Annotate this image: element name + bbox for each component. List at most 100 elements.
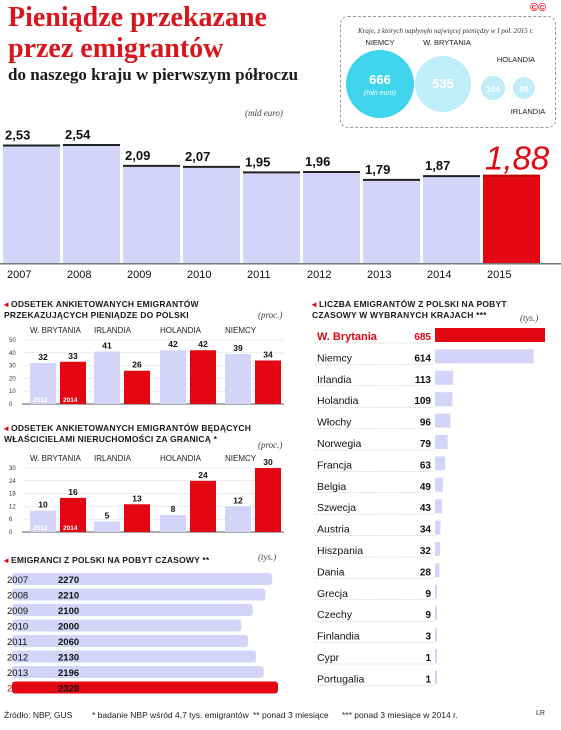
main-value-2013: 1,79	[365, 162, 390, 177]
c4-bar-2009	[12, 604, 253, 616]
main-bar-2008	[63, 145, 120, 263]
bubble-label-0: NIEMCY	[365, 38, 394, 47]
main-bar-2015	[483, 175, 540, 263]
c5-bar-14	[435, 627, 437, 642]
footer-note2: ** ponad 3 miesiące	[253, 710, 329, 720]
c4-val-2007: 2270	[58, 575, 79, 586]
chart5-title: ◂ Liczba emigrantów z Polski na pobyt cz…	[312, 299, 552, 321]
c2-ytick-20: 20	[9, 376, 16, 382]
c5-country-9: Austria	[317, 524, 350, 536]
main-year-2008: 2008	[67, 269, 91, 281]
chart4-unit: (tys.)	[258, 552, 277, 562]
c3-val-2-2014: 24	[198, 470, 208, 480]
c2-val-1-2012: 41	[102, 341, 112, 351]
main-value-2014: 1,87	[425, 158, 450, 173]
bubble-label-2: HOLANDIA	[497, 55, 535, 64]
main-year-2014: 2014	[427, 269, 451, 281]
c4-bar-2012	[12, 650, 257, 663]
c5-val-15: 1	[425, 653, 431, 664]
c5-val-14: 3	[425, 632, 431, 643]
chart5-title-line2: czasowy w wybranych krajach ***	[312, 310, 487, 320]
c2-bar-3-2014	[255, 360, 281, 404]
chart4-title-text: Emigranci z Polski na pobyt czasowy **	[11, 555, 210, 565]
chart5-title-line1: Liczba emigrantów z Polski na pobyt	[319, 299, 507, 309]
c4-year-2009: 2009	[7, 606, 28, 617]
footer-note3: *** ponad 3 miesiące w 2014 r.	[342, 710, 458, 720]
page-subtitle: do naszego kraju w pierwszym półroczu	[8, 65, 299, 84]
c3-cat-1: IRLANDIA	[94, 454, 132, 463]
c4-year-2010: 2010	[7, 622, 28, 633]
c5-bar-12	[435, 584, 437, 599]
c2-val-2-2014: 42	[198, 339, 208, 349]
c2-cat-3: NIEMCY	[225, 326, 257, 335]
c3-ytick-30: 30	[9, 466, 16, 472]
c4-val-2008: 2210	[58, 591, 79, 602]
c2-bar-1-2014	[124, 370, 150, 404]
c2-ytick-0: 0	[9, 402, 13, 408]
chart2-grouped-bars: 0 10 20 30 40 50 W. BRYTANIA 32 2012 33 2014 IRLAND…	[9, 326, 284, 408]
c3-cat-0: W. BRYTANIA	[30, 454, 81, 463]
c3-bar-2-2014	[190, 480, 216, 532]
main-year-2013: 2013	[367, 269, 391, 281]
c5-country-15: Cypr	[317, 652, 340, 664]
c3-ytick-6: 6	[9, 517, 13, 523]
c3-ytick-0: 0	[9, 530, 13, 536]
c5-val-1: 614	[414, 353, 431, 364]
c5-bar-7	[435, 477, 443, 492]
c2-ytick-50: 50	[9, 338, 16, 344]
c5-country-10: Hiszpania	[317, 545, 363, 557]
c5-bar-5	[435, 435, 448, 449]
c5-bar-4	[435, 413, 451, 428]
c2-ytick-40: 40	[9, 351, 16, 357]
c2-cat-0: W. BRYTANIA	[30, 326, 81, 335]
c2-cat-1: IRLANDIA	[94, 326, 132, 335]
chart4-bullet-icon: ◂	[4, 555, 12, 565]
chart4-horizontal-bars: 2007 2270 2008 2210 2009 2100 2010 2000 2011 2060…	[7, 573, 278, 695]
c4-bar-2011	[12, 635, 249, 647]
c4-year-2014: 2014	[7, 684, 28, 695]
inset-box	[340, 16, 556, 128]
main-chart-unit: (mld euro)	[245, 108, 283, 118]
c5-val-6: 63	[420, 460, 432, 471]
c3-bar-1-2012	[94, 521, 120, 532]
c3-val-0-2014: 16	[68, 487, 78, 497]
c2-bar-1-2012	[94, 351, 120, 404]
bubble-sub-0: (mln euro)	[364, 90, 396, 97]
c3-ytick-18: 18	[9, 492, 16, 498]
c5-country-16: Portugalia	[317, 673, 364, 685]
c5-bar-15	[435, 649, 437, 663]
c4-year-2008: 2008	[7, 591, 28, 602]
main-value-2008: 2,54	[65, 127, 91, 142]
main-year-2009: 2009	[127, 269, 151, 281]
c5-val-2: 113	[415, 375, 432, 386]
c4-val-2012: 2130	[58, 653, 79, 664]
chart3-grouped-bars: 0 6 12 18 24 30 W. BRYTANIA 10 2012 16 2014 IRLANDI…	[9, 454, 284, 536]
c3-val-1-2012: 5	[105, 510, 110, 520]
footer-source: Źródło: NBP, GUS	[4, 710, 73, 720]
c5-val-4: 96	[420, 418, 432, 429]
c5-country-0: W. Brytania	[317, 331, 378, 343]
c5-val-7: 49	[420, 482, 432, 493]
c5-val-12: 9	[425, 589, 431, 600]
main-bar-2011	[243, 172, 300, 263]
chart2-title-line1: Odsetek ankietowanych emigrantów	[11, 299, 199, 309]
c2-series-label-2012: 2012	[33, 397, 48, 404]
c5-country-13: Czechy	[317, 609, 353, 621]
chart4-title: ◂ Emigranci z Polski na pobyt czasowy **	[4, 555, 264, 566]
c5-val-9: 34	[420, 525, 432, 536]
c3-cat-3: NIEMCY	[225, 454, 257, 463]
c3-val-3-2014: 30	[263, 457, 273, 467]
c4-val-2014: 2320	[58, 684, 79, 695]
main-value-2011: 1,95	[245, 154, 270, 169]
bubble-label-1: W. BRYTANIA	[423, 38, 471, 47]
main-value-2012: 1,96	[305, 154, 330, 169]
main-year-2010: 2010	[187, 269, 211, 281]
main-bar-2009	[123, 165, 180, 263]
c2-bar-2-2012	[160, 350, 186, 404]
bubble-value-3: 98	[520, 85, 529, 94]
main-bar-2014	[423, 176, 480, 263]
c2-val-0-2014: 33	[68, 351, 78, 361]
c5-country-7: Belgia	[317, 481, 346, 493]
c3-val-3-2012: 12	[233, 495, 243, 505]
